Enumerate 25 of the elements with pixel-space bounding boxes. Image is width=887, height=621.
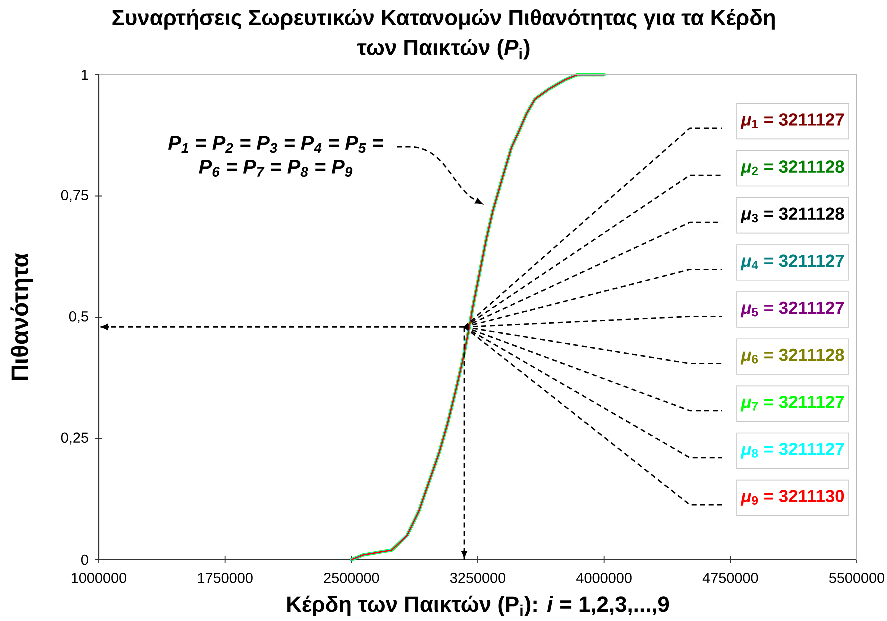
legend-label: μ$_{6}$ = 3211128 (740, 348, 844, 365)
text: μ$_{9}$ = 3211130 (740, 490, 844, 506)
x-tick-label: 4000000 (576, 573, 632, 584)
legend-label: μ$_{1}$ = 3211127 (740, 114, 844, 130)
y-axis-title: Πιθανότητα (10, 253, 34, 380)
x-axis-title: Κέρδη των Παικτών (P$_{i}$): i = 1,2,3,...,9 (288, 596, 670, 617)
x-tick-label: 1000000 (72, 573, 127, 584)
y-tick-label: 0,75 (61, 190, 88, 202)
x-tick-label: 5500000 (829, 573, 885, 584)
chart-title: Συναρτήσεις Σωρευτικών Κατανομών Πιθανότητας για τα Κέρδη των Παικτών (P$_{i}$) (112, 9, 775, 60)
y-tick-label: 0 (82, 554, 88, 566)
legend-label: μ$_{3}$ = 3211128 (740, 208, 844, 224)
y-tick-label: 0,25 (61, 432, 88, 445)
legend-label: μ$_{5}$ = 3211127 (740, 302, 844, 318)
legend-label: μ$_{2}$ = 3211128 (740, 160, 844, 176)
x-tick-label: 4750000 (702, 573, 758, 584)
text: μ$_{7}$ = 3211127 (740, 396, 844, 412)
x-tick-label: 3250000 (450, 573, 506, 584)
y-tick-label: 1 (82, 70, 88, 80)
y-tick-label: 0,5 (69, 312, 88, 324)
x-tick-label: 2500000 (324, 573, 380, 584)
legend-label: μ$_{4}$ = 3211127 (740, 254, 844, 271)
x-tick-label: 1750000 (198, 573, 253, 584)
text: μ$_{8}$ = 3211127 (740, 443, 844, 459)
text: P$_{1}$ = P$_{2}$ = P$_{3}$ = P$_{4}$ = P$_{5}$ = P$_{6}$ = P$_{7}$ = P$_{8}$ = P$_{9}$ (168, 136, 384, 178)
